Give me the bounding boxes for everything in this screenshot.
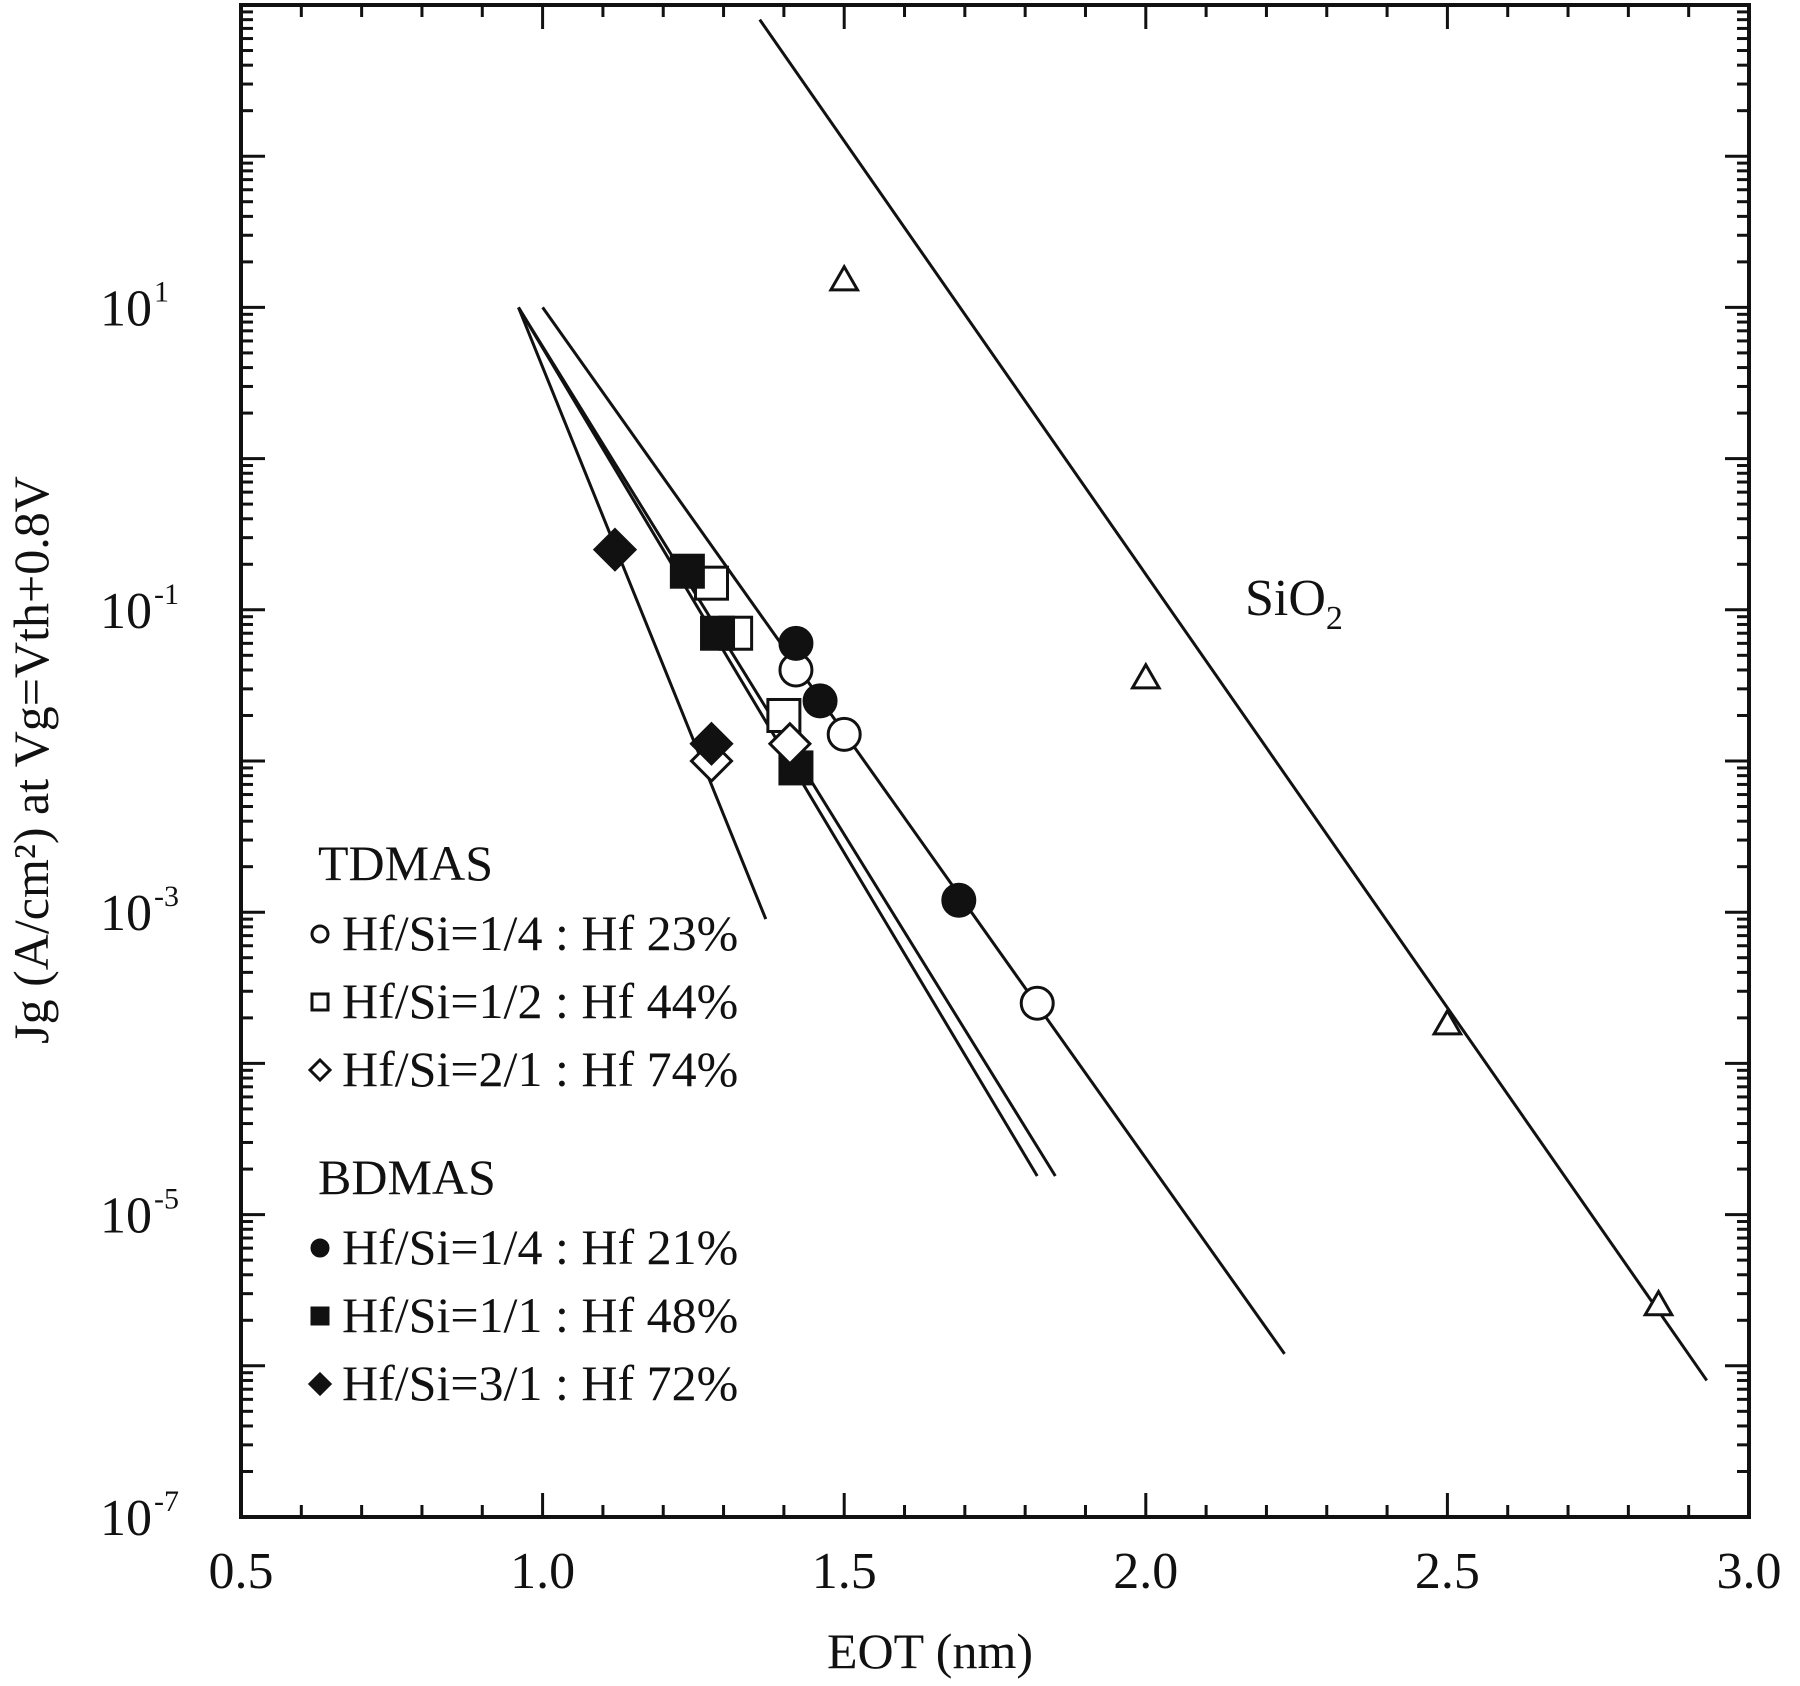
fit-line xyxy=(541,306,1286,1355)
y-tick-exponent: -3 xyxy=(154,880,179,913)
y-tick-label: 10 xyxy=(100,1490,152,1547)
data-point xyxy=(1019,985,1055,1021)
legend-item-label: Hf/Si=1/4 : Hf 21% xyxy=(342,1219,738,1275)
legend-group-title: BDMAS xyxy=(318,1149,496,1205)
data-point xyxy=(802,683,838,719)
y-tick-exponent: -5 xyxy=(154,1183,179,1216)
legend-item-label: Hf/Si=1/1 : Hf 48% xyxy=(342,1287,738,1343)
y-tick-exponent: -7 xyxy=(154,1485,179,1518)
y-tick-label: 10 xyxy=(100,583,152,640)
data-point xyxy=(1642,1288,1675,1317)
data-point xyxy=(826,716,862,752)
x-tick-label: 2.5 xyxy=(1415,1543,1480,1600)
data-point xyxy=(669,553,705,589)
sio2-annotation: SiO2 xyxy=(1245,570,1343,637)
legend-item-label: Hf/Si=1/2 : Hf 44% xyxy=(342,973,738,1029)
x-axis-title: EOT (nm) xyxy=(827,1623,1033,1679)
data-point xyxy=(307,1371,333,1397)
data-point xyxy=(307,1057,333,1083)
x-tick-label: 1.0 xyxy=(510,1543,575,1600)
y-tick-label: 10 xyxy=(100,1188,152,1245)
y-tick-exponent: 1 xyxy=(154,275,169,308)
legend-item-label: Hf/Si=1/4 : Hf 23% xyxy=(342,905,738,961)
fit-lines xyxy=(517,18,1709,1382)
legend-item-label: Hf/Si=3/1 : Hf 72% xyxy=(342,1355,738,1411)
y-tick-label: 10 xyxy=(100,280,152,337)
sio2-annotation-main: SiO xyxy=(1245,570,1326,627)
data-points xyxy=(592,263,1675,1317)
data-point xyxy=(1431,1007,1464,1036)
data-point xyxy=(310,992,330,1012)
y-tick-exponent: -1 xyxy=(154,578,179,611)
data-point xyxy=(689,721,734,766)
data-point xyxy=(766,697,802,733)
data-point xyxy=(828,263,861,292)
data-point xyxy=(778,625,814,661)
sio2-annotation-subscript: 2 xyxy=(1326,600,1343,637)
legend-item-label: Hf/Si=2/1 : Hf 74% xyxy=(342,1041,738,1097)
x-tick-label: 1.5 xyxy=(812,1543,877,1600)
x-tick-label: 3.0 xyxy=(1717,1543,1782,1600)
data-point xyxy=(700,615,736,651)
data-point xyxy=(767,721,813,766)
axis-ticks xyxy=(239,3,1751,1519)
legend-group-title: TDMAS xyxy=(318,835,493,891)
fit-line xyxy=(517,306,768,920)
data-point xyxy=(592,527,638,572)
data-point xyxy=(310,1238,330,1258)
data-point xyxy=(310,924,330,944)
y-tick-label: 10 xyxy=(100,885,152,942)
data-point xyxy=(941,882,977,918)
data-point xyxy=(1129,661,1162,690)
fit-line xyxy=(758,18,1709,1382)
y-axis-title: Jg (A/cm²) at Vg=Vth+0.8V xyxy=(3,476,59,1044)
x-tick-label: 0.5 xyxy=(209,1543,274,1600)
x-tick-label: 2.0 xyxy=(1113,1543,1178,1600)
data-point xyxy=(310,1306,330,1326)
x-tick-labels: 0.5 1.0 1.5 2.0 2.5 3.0 xyxy=(209,1543,1782,1600)
legend: TDMAS Hf/Si=1/4 : Hf 23% Hf/Si=1/2 : Hf 44… xyxy=(307,835,738,1411)
